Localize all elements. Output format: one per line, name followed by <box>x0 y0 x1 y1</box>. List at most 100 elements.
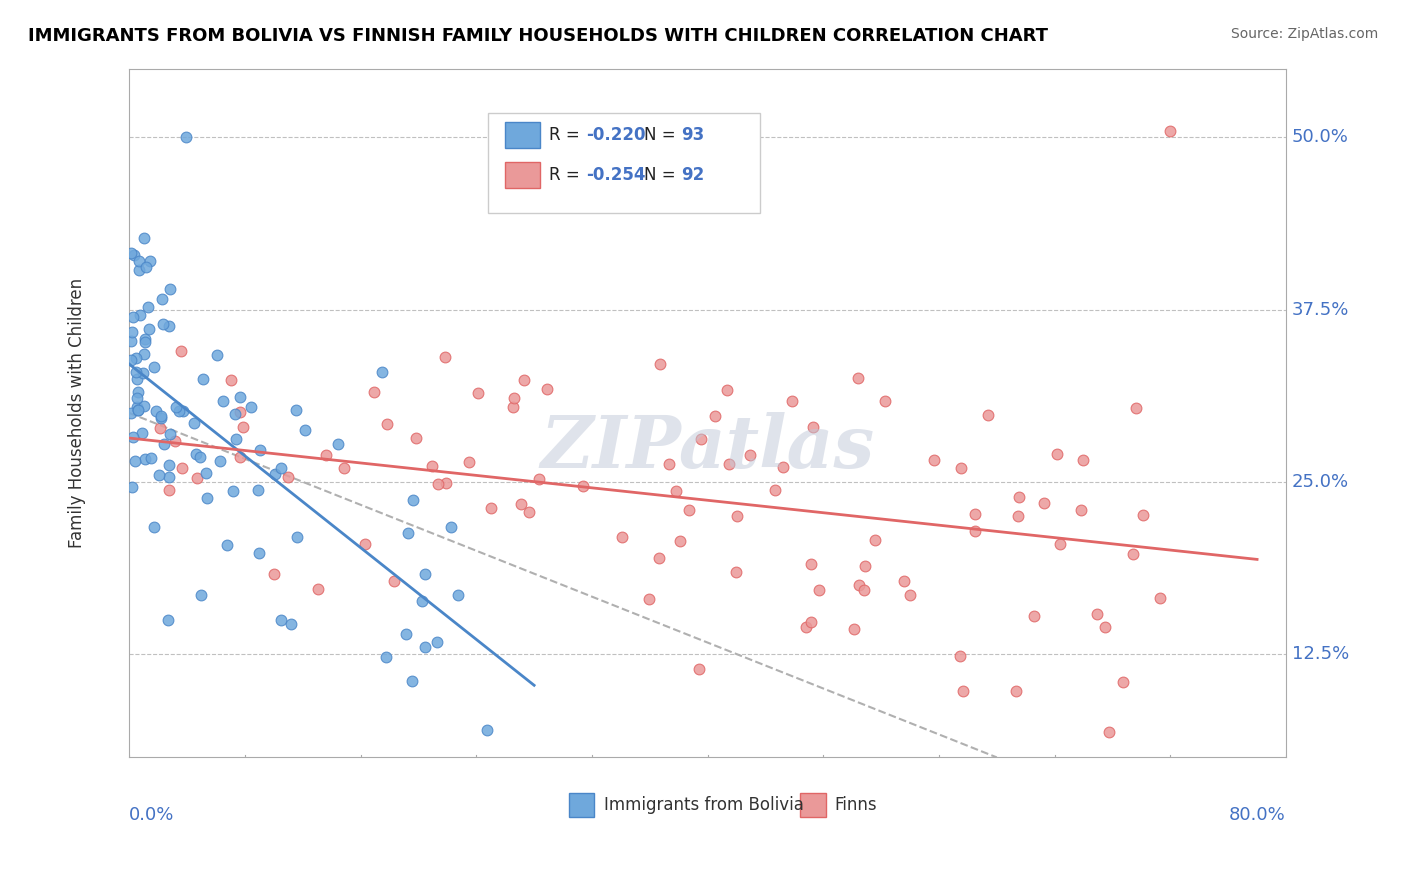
Point <box>363 385 385 400</box>
Point <box>949 648 972 663</box>
Point <box>333 460 356 475</box>
Point <box>134 451 156 466</box>
Point <box>374 649 396 664</box>
Point <box>863 533 886 547</box>
Point <box>194 466 217 480</box>
Text: IMMIGRANTS FROM BOLIVIA VS FINNISH FAMILY HOUSEHOLDS WITH CHILDREN CORRELATION C: IMMIGRANTS FROM BOLIVIA VS FINNISH FAMIL… <box>28 27 1047 45</box>
Point <box>848 578 870 592</box>
Text: N =: N = <box>644 126 681 144</box>
Point <box>678 502 700 516</box>
Point <box>1098 725 1121 739</box>
Bar <box>505 122 540 148</box>
Point <box>138 254 160 268</box>
Text: Immigrants from Bolivia: Immigrants from Bolivia <box>603 796 803 814</box>
Point <box>648 357 671 371</box>
Point <box>724 566 747 580</box>
Point <box>285 530 308 544</box>
Point <box>371 364 394 378</box>
Point <box>195 491 218 506</box>
Point <box>172 404 194 418</box>
Text: 93: 93 <box>681 126 704 144</box>
Point <box>263 566 285 581</box>
Point <box>120 353 142 368</box>
Point <box>270 460 292 475</box>
Point <box>169 344 191 359</box>
Point <box>186 470 208 484</box>
Point <box>853 582 876 597</box>
Point <box>963 524 986 538</box>
Text: 50.0%: 50.0% <box>1292 128 1348 146</box>
Point <box>1049 537 1071 551</box>
Point <box>527 472 550 486</box>
Point <box>239 400 262 414</box>
Point <box>135 260 157 274</box>
Point <box>426 635 449 649</box>
Point <box>658 457 681 471</box>
Point <box>232 420 254 434</box>
Point <box>413 566 436 581</box>
Point <box>190 588 212 602</box>
Text: 25.0%: 25.0% <box>1292 473 1348 491</box>
Point <box>725 509 748 524</box>
Point <box>502 391 524 405</box>
Text: Family Households with Children: Family Households with Children <box>69 278 86 548</box>
Point <box>716 383 738 397</box>
Point <box>208 454 231 468</box>
Point <box>800 557 823 571</box>
Point <box>354 537 377 551</box>
Point <box>277 470 299 484</box>
Point <box>120 406 142 420</box>
Point <box>772 459 794 474</box>
Point <box>264 467 287 481</box>
Point <box>740 448 762 462</box>
Point <box>120 246 142 260</box>
Point <box>159 282 181 296</box>
Point <box>669 534 692 549</box>
Point <box>128 308 150 322</box>
Text: R =: R = <box>550 166 585 184</box>
Point <box>134 332 156 346</box>
Point <box>688 662 710 676</box>
Point <box>148 467 170 482</box>
Point <box>124 454 146 468</box>
Point <box>1122 548 1144 562</box>
Point <box>127 391 149 405</box>
Point <box>898 587 921 601</box>
Point <box>1008 490 1031 504</box>
Point <box>517 506 540 520</box>
Point <box>121 310 143 324</box>
Point <box>127 403 149 417</box>
Point <box>157 483 180 498</box>
Point <box>284 403 307 417</box>
Text: 80.0%: 80.0% <box>1229 805 1286 823</box>
Text: N =: N = <box>644 166 681 184</box>
Point <box>222 484 245 499</box>
Text: -0.254: -0.254 <box>586 166 645 184</box>
Point <box>1070 503 1092 517</box>
Point <box>401 493 423 508</box>
Point <box>127 402 149 417</box>
Point <box>536 382 558 396</box>
Point <box>183 416 205 430</box>
Point <box>396 526 419 541</box>
Point <box>1125 401 1147 415</box>
Point <box>842 623 865 637</box>
Point <box>128 263 150 277</box>
Point <box>127 385 149 400</box>
Point <box>1071 452 1094 467</box>
Point <box>229 405 252 419</box>
Point <box>1046 448 1069 462</box>
Text: R =: R = <box>550 126 585 144</box>
Point <box>142 359 165 374</box>
Point <box>638 592 661 607</box>
Point <box>191 372 214 386</box>
Point <box>420 459 443 474</box>
Point <box>145 404 167 418</box>
Point <box>326 436 349 450</box>
Point <box>375 417 398 431</box>
Point <box>440 520 463 534</box>
Point <box>434 475 457 490</box>
Point <box>120 334 142 348</box>
Point <box>149 411 172 425</box>
Point <box>807 582 830 597</box>
